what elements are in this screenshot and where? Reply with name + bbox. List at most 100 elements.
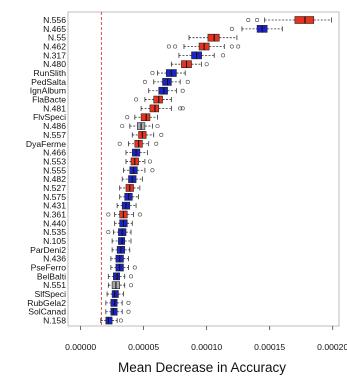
box-iqr <box>113 272 120 281</box>
category-label: N.462 <box>43 42 66 52</box>
outlier-point <box>126 309 131 314</box>
outlier-point <box>106 212 111 217</box>
x-tick-label: 0.00000 <box>65 342 96 352</box>
box-N.55 <box>188 33 238 42</box>
box-ParDeni2 <box>111 246 131 254</box>
x-tick-label: 0.00015 <box>254 342 285 352</box>
box-SlfSpeci <box>106 290 124 298</box>
outlier-point <box>229 44 234 49</box>
category-label: N.551 <box>43 280 66 290</box>
outlier-point <box>204 62 209 67</box>
category-label: N.361 <box>43 209 66 219</box>
box-N.486 <box>120 122 160 130</box>
box-iqr <box>158 86 168 95</box>
outlier-point <box>106 230 111 235</box>
box-N.555 <box>123 166 155 175</box>
outlier-point <box>155 124 160 129</box>
box-N.462 <box>166 42 241 51</box>
category-label: N.557 <box>43 130 66 140</box>
box-N.556 <box>246 16 332 24</box>
category-label: ParDeni2 <box>30 245 66 255</box>
outlier-point <box>132 265 137 270</box>
category-label: SlfSpeci <box>34 289 66 299</box>
category-label: BelBalti <box>37 271 66 281</box>
category-label: RubGela2 <box>27 298 66 308</box>
box-N.465 <box>229 25 283 33</box>
box-N.482 <box>121 175 143 183</box>
box-N.551 <box>107 281 134 290</box>
category-label: N.55 <box>48 33 66 43</box>
category-label: PseFerro <box>31 263 67 273</box>
box-iqr <box>162 78 172 86</box>
outlier-point <box>255 17 260 22</box>
box-PseFerro <box>110 263 137 272</box>
box-RubGela2 <box>105 299 131 307</box>
box-N.535 <box>106 228 132 236</box>
category-label: N.575 <box>43 192 66 202</box>
outlier-point <box>229 26 234 31</box>
box-PedSalta <box>142 78 190 86</box>
outlier-point <box>129 274 134 279</box>
box-iqr <box>294 16 315 24</box>
category-label: N.527 <box>43 183 66 193</box>
box-group <box>100 16 332 325</box>
box-iqr <box>111 290 119 298</box>
box-N.466 <box>125 148 148 157</box>
outlier-point <box>129 283 134 288</box>
box-N.440 <box>114 219 133 228</box>
box-iqr <box>140 113 151 122</box>
outlier-point <box>137 212 142 217</box>
category-labels: N.556N.465N.55N.462N.317N.480RunSlithPed… <box>26 15 66 326</box>
box-N.480 <box>170 60 209 69</box>
outlier-point <box>150 168 155 173</box>
category-label: N.556 <box>43 15 66 25</box>
x-axis-title: Mean Decrease in Accuracy <box>118 360 286 375</box>
category-label: N.436 <box>43 254 66 264</box>
category-label: FlvSpeci <box>33 112 66 122</box>
category-label: N.555 <box>43 165 66 175</box>
box-N.575 <box>119 193 139 201</box>
category-label: N.440 <box>43 218 66 228</box>
category-label: N.431 <box>43 201 66 211</box>
outlier-point <box>150 71 155 76</box>
outlier-point <box>180 106 185 111</box>
box-FlvSpeci <box>125 113 158 122</box>
box-SolCanad <box>105 307 131 316</box>
x-tick-label: 0.00020 <box>317 342 347 352</box>
box-FlaBacte <box>134 95 172 104</box>
category-label: N.105 <box>43 236 66 246</box>
category-label: RunSlith <box>34 68 67 78</box>
outlier-point <box>166 44 171 49</box>
outlier-point <box>147 159 152 164</box>
outlier-point <box>180 88 185 93</box>
x-tick-label: 0.00010 <box>191 342 222 352</box>
box-iqr <box>118 237 126 245</box>
outlier-point <box>120 124 125 129</box>
plot-frame <box>67 11 340 327</box>
box-N.431 <box>116 201 137 210</box>
box-N.481 <box>140 104 185 113</box>
box-N.158 <box>100 316 123 325</box>
outlier-point <box>236 44 241 49</box>
category-label: PedSalta <box>31 77 66 87</box>
box-N.317 <box>178 51 226 60</box>
category-label: IgnAlbum <box>30 86 66 96</box>
category-label: SolCanad <box>28 307 66 317</box>
box-N.527 <box>119 184 141 192</box>
category-label: N.158 <box>43 316 66 326</box>
outlier-point <box>185 79 190 84</box>
category-label: N.553 <box>43 156 66 166</box>
x-axis-ticks: 0.00000 0.00005 0.00010 0.00015 0.00020 <box>65 326 347 352</box>
outlier-point <box>118 318 123 323</box>
outlier-point <box>154 141 159 146</box>
box-iqr <box>149 104 160 113</box>
outlier-point <box>117 141 122 146</box>
outlier-point <box>134 97 139 102</box>
box-N.436 <box>110 254 129 263</box>
category-label: N.480 <box>43 59 66 69</box>
category-label: N.466 <box>43 148 66 158</box>
box-N.553 <box>125 157 152 166</box>
outlier-point <box>221 53 226 58</box>
box-IgnAlbum <box>148 86 185 95</box>
